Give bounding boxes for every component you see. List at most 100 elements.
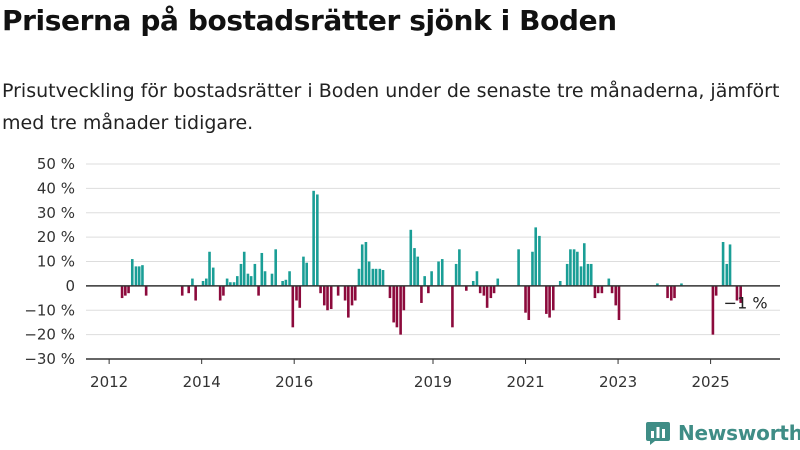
bar-positive <box>201 281 205 286</box>
bar-positive <box>288 271 291 286</box>
bar-negative <box>482 285 486 296</box>
bar-positive <box>232 282 236 286</box>
bar-positive <box>558 281 562 286</box>
bar-negative <box>593 285 597 299</box>
bar-positive <box>531 251 534 286</box>
x-axis-ticks: 2012 2014 2016 2019 2021 2023 2025 <box>90 359 730 391</box>
bar-positive <box>284 279 288 286</box>
bar-positive <box>589 263 593 286</box>
bar-negative <box>545 285 548 314</box>
y-tick-label: 50 % <box>37 155 75 173</box>
bar-positive <box>357 268 361 286</box>
bar-positive <box>246 273 250 286</box>
bar-positive <box>360 244 364 286</box>
bar-positive <box>141 265 144 286</box>
bar-positive <box>374 268 378 286</box>
bar-positive <box>281 281 284 286</box>
y-axis-ticks: −30 % −20 % −10 % 0 10 % 20 % 30 % 40 % 50 % <box>24 155 75 368</box>
bar-negative <box>336 285 340 296</box>
bar-negative <box>353 285 357 301</box>
y-tick-label: −10 % <box>24 301 75 319</box>
bar-negative <box>617 285 621 321</box>
bar-negative <box>735 285 739 301</box>
bar-positive <box>274 249 277 286</box>
bar-negative <box>427 285 430 294</box>
bar-positive <box>367 261 371 286</box>
bar-positive <box>371 268 375 286</box>
bar-positive <box>458 249 461 286</box>
bar-negative <box>527 285 531 321</box>
bar-positive <box>253 263 257 286</box>
bar-positive <box>249 276 253 286</box>
bar-negative <box>322 285 326 306</box>
bar-positive <box>416 256 420 286</box>
y-tick-label: −30 % <box>24 350 75 368</box>
chart-subtitle: Prisutveckling för bostadsrätter i Boden… <box>2 80 780 134</box>
bar-positive <box>475 271 479 286</box>
page-title: Priserna på bostadsrätter sjönk i Boden <box>2 4 617 37</box>
bar-negative <box>257 285 260 296</box>
bar-positive <box>316 194 319 286</box>
bar-positive <box>302 256 305 286</box>
bar-negative <box>295 285 298 301</box>
bar-positive <box>225 278 229 286</box>
bar-negative <box>478 285 482 294</box>
bar-negative <box>402 285 406 311</box>
bar-negative <box>610 285 614 294</box>
bar-negative <box>329 285 333 310</box>
bar-positive <box>582 243 586 286</box>
bar-negative <box>218 285 222 301</box>
bar-negative <box>492 285 496 294</box>
bar-negative <box>326 285 329 311</box>
bar-positive <box>137 266 141 286</box>
bar-negative <box>548 285 551 318</box>
bar-positive <box>381 270 385 286</box>
bar-negative <box>343 285 347 301</box>
bar-positive <box>312 190 315 286</box>
bar-positive <box>242 251 246 286</box>
y-tick-label: 40 % <box>37 179 75 197</box>
bar-positive <box>725 263 729 286</box>
bar-negative <box>551 285 555 311</box>
bar-positive <box>440 259 444 286</box>
x-axis <box>86 285 780 360</box>
bar-positive <box>270 273 274 286</box>
y-tick-label: 20 % <box>37 228 75 246</box>
bar-positive <box>565 263 569 286</box>
bar-negative <box>388 285 392 299</box>
bar-positive <box>204 278 208 286</box>
x-tick-label: 2012 <box>90 373 128 391</box>
bar-positive <box>130 259 134 286</box>
bar-positive <box>496 278 500 286</box>
bar-negative <box>669 285 673 301</box>
latest-value-label: −1 % <box>724 293 768 312</box>
x-tick-label: 2016 <box>275 373 313 391</box>
y-tick-label: 0 <box>65 277 75 295</box>
bar-negative <box>666 285 669 299</box>
x-tick-label: 2019 <box>414 373 452 391</box>
bar-positive <box>454 263 458 286</box>
bar-negative <box>739 285 742 303</box>
y-tick-label: 10 % <box>37 253 75 271</box>
bar-positive <box>569 249 572 286</box>
bar-positive <box>305 262 308 286</box>
x-tick-label: 2025 <box>692 373 730 391</box>
bar-positive <box>378 268 382 286</box>
bar-negative <box>673 285 676 299</box>
x-tick-label: 2021 <box>506 373 544 391</box>
bar-negative <box>127 285 130 294</box>
bar-positive <box>437 261 440 286</box>
bar-positive <box>680 283 683 286</box>
bar-negative <box>291 285 295 328</box>
bar-positive <box>572 249 576 286</box>
bar-negative <box>144 285 148 296</box>
bar-negative <box>395 285 399 328</box>
bar-positive <box>211 267 215 286</box>
x-tick-label: 2014 <box>183 373 221 391</box>
bar-negative <box>399 285 402 335</box>
bar-positive <box>229 282 232 286</box>
bar-negative <box>298 285 302 308</box>
bar-positive <box>534 227 538 286</box>
bar-positive <box>728 244 732 286</box>
